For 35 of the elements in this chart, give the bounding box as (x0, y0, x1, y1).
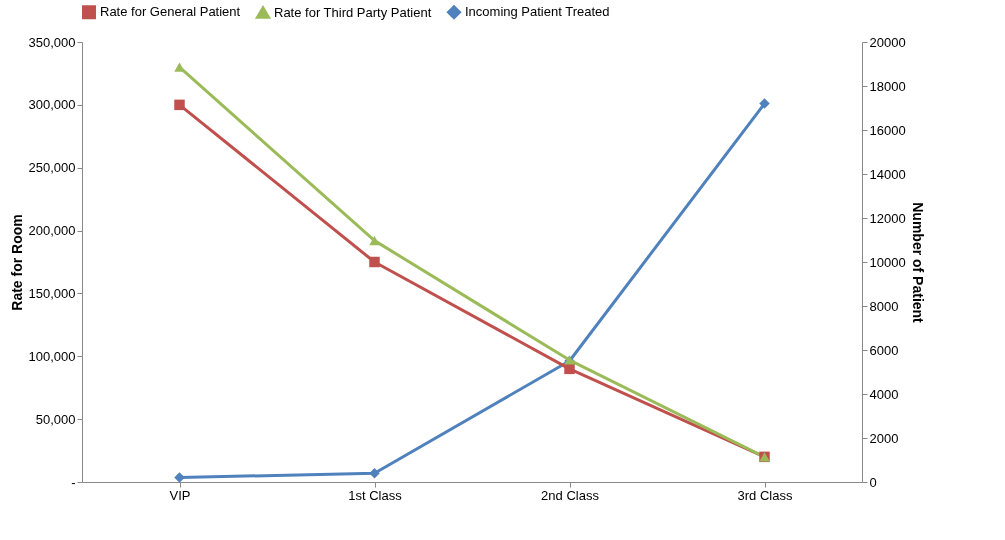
x-tick-label: VIP (169, 487, 191, 503)
y2-tick-label: 4000 (869, 386, 899, 402)
point (759, 98, 770, 109)
x-tick-label: 3rd Class (737, 487, 793, 503)
y2-tick-label: 8000 (869, 298, 899, 314)
y2-tick-label: 12000 (869, 210, 906, 226)
y-tick-label: 50,000 (35, 411, 76, 427)
y2-axis-title: Number of Patient (909, 202, 926, 324)
x-tick-label: 1st Class (348, 487, 403, 503)
y2-tick-label: 6000 (869, 342, 899, 358)
y-tick-label: 150,000 (28, 285, 76, 301)
y-tick-label: 250,000 (28, 160, 76, 176)
y2-tick-label: 0 (869, 474, 877, 490)
y2-tick-label: 10000 (869, 254, 906, 270)
y-tick-label: 350,000 (28, 34, 76, 50)
y2-tick-label: 18000 (869, 78, 906, 94)
legend-label: Rate for Third Party Patient (274, 4, 432, 20)
x-tick-label: 2nd Class (541, 487, 600, 503)
y2-tick-label: 2000 (869, 430, 899, 446)
y2-tick-label: 16000 (869, 122, 906, 138)
y-tick-label: 100,000 (28, 348, 76, 364)
point (369, 236, 380, 246)
y-axis-title: Rate for Room (8, 214, 25, 311)
point (564, 363, 575, 375)
y2-tick-label: 14000 (869, 166, 906, 182)
point (174, 472, 185, 483)
legend-label: Rate for General Patient (100, 4, 241, 20)
y-tick-label: 200,000 (28, 223, 76, 239)
legend-label: Incoming Patient Treated (465, 4, 610, 20)
y2-tick-label: 20000 (869, 34, 906, 50)
point (174, 99, 185, 111)
y-tick-label: - (71, 474, 76, 490)
point (369, 467, 380, 479)
point (369, 256, 380, 268)
y-tick-label: 300,000 (28, 97, 76, 113)
